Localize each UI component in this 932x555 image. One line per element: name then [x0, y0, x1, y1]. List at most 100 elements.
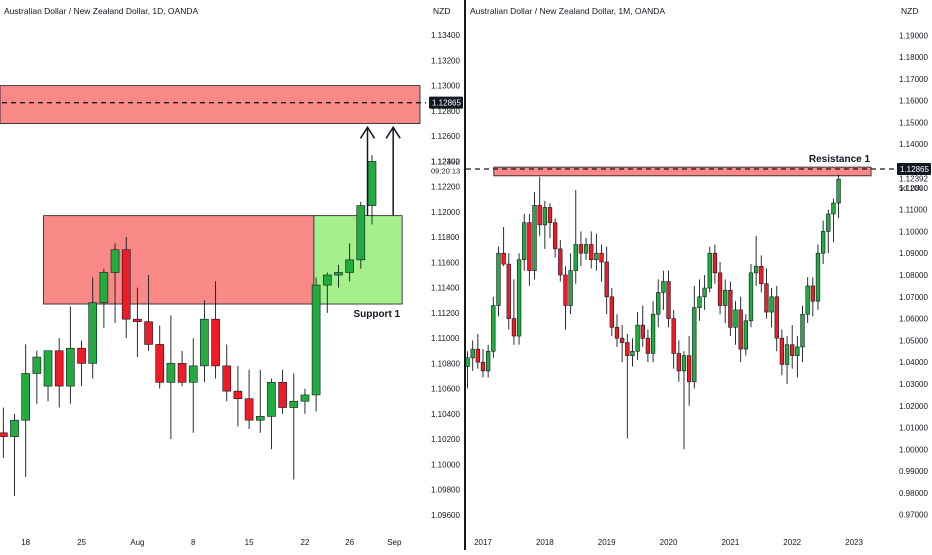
- bullish-candle[interactable]: [491, 305, 496, 352]
- bearish-candle[interactable]: [614, 327, 620, 339]
- bearish-candle[interactable]: [666, 281, 671, 319]
- bearish-candle[interactable]: [779, 337, 785, 365]
- bullish-candle[interactable]: [289, 400, 299, 408]
- bullish-candle[interactable]: [800, 313, 805, 348]
- bearish-candle[interactable]: [233, 390, 243, 400]
- bullish-candle[interactable]: [66, 347, 75, 387]
- bullish-candle[interactable]: [723, 289, 728, 306]
- bearish-candle[interactable]: [155, 344, 165, 383]
- bullish-candle[interactable]: [661, 281, 666, 293]
- bullish-candle[interactable]: [831, 202, 836, 215]
- bullish-candle[interactable]: [805, 285, 810, 315]
- bearish-candle[interactable]: [676, 353, 681, 372]
- bearish-candle[interactable]: [619, 337, 625, 343]
- bullish-candle[interactable]: [43, 350, 53, 387]
- bearish-candle[interactable]: [604, 261, 609, 298]
- bearish-candle[interactable]: [547, 207, 553, 223]
- bullish-candle[interactable]: [784, 344, 790, 365]
- bullish-candle[interactable]: [733, 309, 738, 328]
- bullish-candle[interactable]: [836, 178, 841, 204]
- bullish-candle[interactable]: [470, 348, 475, 359]
- bearish-candle[interactable]: [558, 248, 563, 276]
- bearish-candle[interactable]: [506, 263, 511, 319]
- bullish-candle[interactable]: [707, 252, 712, 289]
- bearish-candle[interactable]: [144, 321, 153, 345]
- bullish-candle[interactable]: [334, 272, 343, 276]
- bearish-candle[interactable]: [0, 432, 8, 437]
- level-price-tag[interactable]: [897, 162, 931, 175]
- bullish-candle[interactable]: [486, 350, 491, 372]
- bearish-candle[interactable]: [790, 344, 795, 356]
- bullish-candle[interactable]: [594, 252, 599, 261]
- bullish-candle[interactable]: [110, 249, 120, 273]
- bullish-candle[interactable]: [650, 313, 656, 354]
- bullish-candle[interactable]: [300, 394, 310, 402]
- bullish-candle[interactable]: [345, 259, 354, 273]
- bullish-candle[interactable]: [743, 320, 748, 350]
- bearish-candle[interactable]: [589, 244, 594, 261]
- bullish-candle[interactable]: [702, 287, 707, 298]
- daily-chart-pane[interactable]: Australian Dollar / New Zealand Dollar, …: [0, 0, 465, 550]
- bullish-candle[interactable]: [820, 231, 826, 254]
- bullish-candle[interactable]: [815, 252, 821, 302]
- bullish-candle[interactable]: [516, 259, 522, 337]
- bullish-candle[interactable]: [10, 419, 19, 437]
- resistance-zone[interactable]: [0, 85, 421, 124]
- bearish-candle[interactable]: [133, 318, 142, 323]
- bearish-candle[interactable]: [728, 289, 733, 328]
- monthly-candlestick-chart[interactable]: 0.97000 0.98000 0.99000 1.00000 1.01000 1.020…: [465, 0, 932, 550]
- bearish-candle[interactable]: [645, 337, 651, 354]
- bullish-candle[interactable]: [21, 373, 31, 421]
- bearish-candle[interactable]: [563, 274, 568, 306]
- bullish-candle[interactable]: [200, 318, 209, 367]
- bearish-candle[interactable]: [501, 252, 506, 265]
- bullish-candle[interactable]: [32, 356, 42, 374]
- bullish-candle[interactable]: [267, 382, 276, 417]
- bullish-candle[interactable]: [88, 302, 98, 364]
- bearish-candle[interactable]: [810, 285, 815, 302]
- bullish-candle[interactable]: [826, 213, 831, 232]
- bullish-candle[interactable]: [311, 284, 321, 396]
- bullish-candle[interactable]: [188, 365, 198, 383]
- support-zone[interactable]: [43, 215, 315, 305]
- bearish-candle[interactable]: [738, 309, 743, 350]
- bullish-candle[interactable]: [356, 205, 366, 261]
- bearish-candle[interactable]: [475, 348, 481, 363]
- bearish-candle[interactable]: [278, 382, 287, 408]
- bullish-candle[interactable]: [99, 272, 109, 304]
- bearish-candle[interactable]: [552, 222, 558, 250]
- bullish-candle[interactable]: [697, 296, 702, 308]
- bearish-candle[interactable]: [480, 361, 486, 372]
- monthly-chart-pane[interactable]: Australian Dollar / New Zealand Dollar, …: [465, 0, 932, 550]
- bearish-candle[interactable]: [177, 363, 187, 383]
- bullish-candle[interactable]: [656, 292, 661, 315]
- bullish-candle[interactable]: [692, 307, 697, 383]
- resistance-zone[interactable]: [493, 166, 872, 177]
- bullish-candle[interactable]: [255, 416, 265, 421]
- bearish-candle[interactable]: [537, 204, 542, 226]
- bullish-candle[interactable]: [630, 350, 635, 356]
- bearish-candle[interactable]: [712, 252, 718, 274]
- bearish-candle[interactable]: [764, 283, 769, 313]
- bullish-candle[interactable]: [681, 355, 687, 372]
- bullish-candle[interactable]: [465, 357, 470, 367]
- bullish-candle[interactable]: [568, 270, 573, 306]
- bearish-candle[interactable]: [599, 252, 604, 263]
- bearish-candle[interactable]: [625, 342, 630, 356]
- bullish-candle[interactable]: [748, 272, 754, 322]
- bullish-candle[interactable]: [635, 324, 640, 352]
- bullish-candle[interactable]: [522, 222, 527, 261]
- bearish-candle[interactable]: [609, 296, 614, 328]
- bullish-candle[interactable]: [583, 244, 589, 254]
- bearish-candle[interactable]: [671, 318, 676, 354]
- bullish-candle[interactable]: [367, 161, 377, 206]
- bearish-candle[interactable]: [759, 265, 764, 285]
- bearish-candle[interactable]: [717, 272, 723, 306]
- bearish-candle[interactable]: [511, 318, 517, 337]
- bearish-candle[interactable]: [54, 350, 64, 387]
- bullish-candle[interactable]: [166, 363, 176, 383]
- bearish-candle[interactable]: [121, 249, 131, 320]
- bearish-candle[interactable]: [527, 222, 532, 271]
- bullish-candle[interactable]: [769, 296, 774, 313]
- bearish-candle[interactable]: [244, 398, 254, 421]
